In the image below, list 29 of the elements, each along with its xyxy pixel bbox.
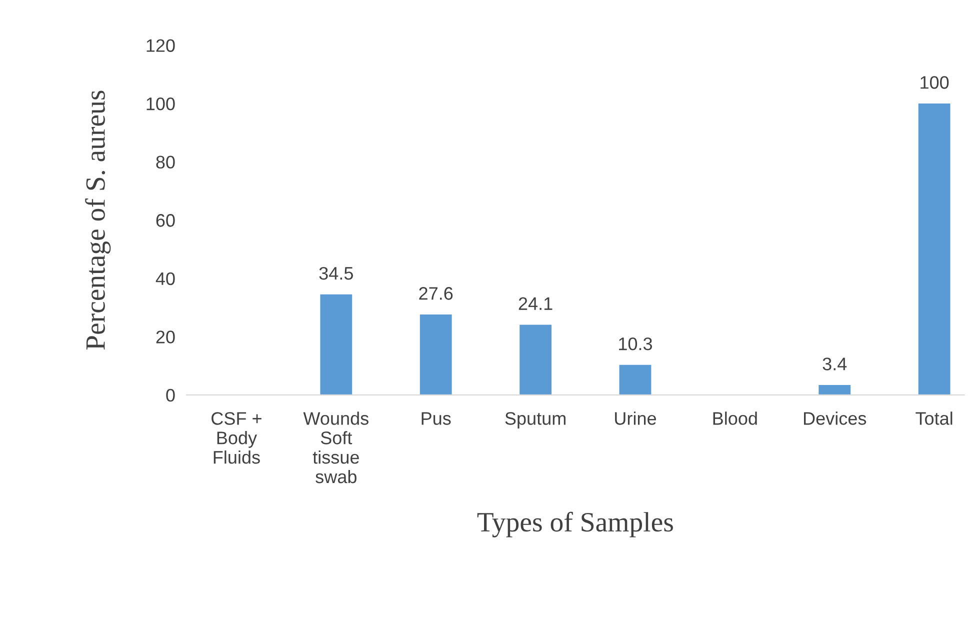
y-tick-label: 80	[156, 156, 175, 169]
bar	[619, 364, 652, 395]
data-label: 10.3	[619, 337, 652, 350]
y-tick-label: 100	[146, 97, 175, 110]
x-axis-title: Types of Samples	[477, 512, 673, 538]
x-tick-label: Urine	[615, 412, 656, 425]
bar	[818, 385, 851, 395]
x-tick-label: Wounds Soft tissue swab	[303, 412, 368, 484]
y-tick-label: 40	[156, 272, 175, 286]
x-tick-label: Sputum	[505, 412, 566, 428]
x-tick-label: Total	[916, 412, 952, 425]
bar	[320, 294, 352, 395]
bar	[918, 104, 950, 395]
data-label: 100	[920, 76, 949, 89]
x-tick-label: Blood	[713, 412, 757, 425]
y-tick-label: 60	[156, 214, 175, 227]
x-tick-label: Pus	[422, 412, 451, 425]
y-tick-label: 0	[166, 388, 175, 402]
x-tick-label: Devices	[804, 412, 866, 425]
data-label: 34.5	[319, 266, 353, 280]
data-label: 24.1	[518, 297, 552, 310]
x-tick-label: CSF + Body Fluids	[212, 412, 262, 464]
y-tick-label: 20	[156, 330, 175, 344]
bar	[520, 324, 552, 395]
data-label: 3.4	[822, 358, 847, 370]
bar	[420, 314, 452, 395]
y-axis-title: Percentage of S. aureus	[85, 90, 111, 350]
data-label: 27.6	[419, 287, 453, 300]
y-tick-label: 120	[146, 39, 175, 52]
